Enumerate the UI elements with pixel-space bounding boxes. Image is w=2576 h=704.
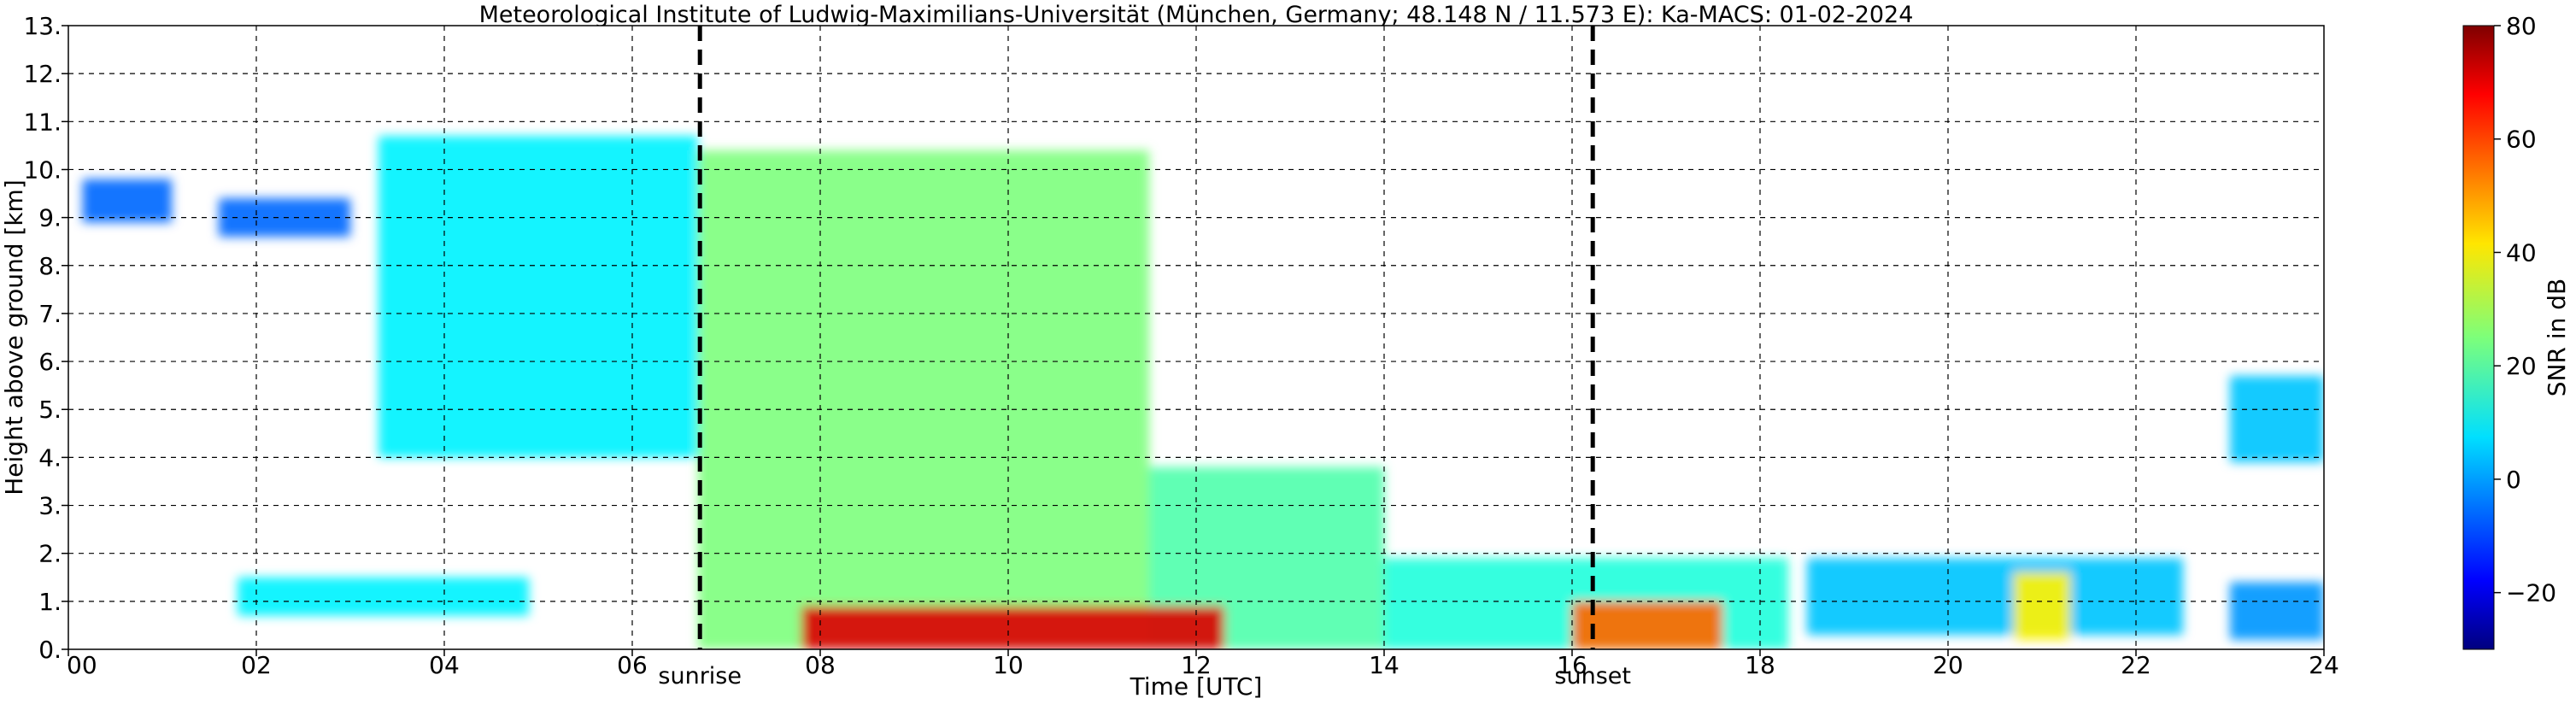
echo-region-2 <box>378 136 698 458</box>
echo-region-3 <box>698 150 1149 649</box>
colorbar-tick-label: 80 <box>2506 12 2537 40</box>
x-tick-label: 02 <box>241 651 272 679</box>
colorbar-tick-label: 0 <box>2506 466 2521 494</box>
echo-region-10 <box>238 577 529 616</box>
y-tick-label: 10. <box>23 155 62 184</box>
colorbar <box>2463 26 2494 649</box>
y-tick-label: 9. <box>38 204 62 232</box>
x-tick-label: 00 <box>67 651 97 679</box>
echo-region-12 <box>2230 582 2324 640</box>
y-tick-label: 3. <box>38 492 62 520</box>
colorbar-tick-label: 40 <box>2506 238 2537 267</box>
x-tick-label: 08 <box>805 651 836 679</box>
x-tick-label: 10 <box>993 651 1024 679</box>
echo-region-7 <box>1572 601 1722 649</box>
y-axis-label: Height above ground [km] <box>0 179 28 496</box>
y-tick-label: 8. <box>38 252 62 280</box>
y-tick-label: 0. <box>38 636 62 664</box>
x-axis-label: Time [UTC] <box>1130 672 1263 701</box>
echo-region-0 <box>82 179 172 223</box>
echo-region-11 <box>2230 375 2324 462</box>
x-tick-label: 24 <box>2309 651 2339 679</box>
echo-region-5 <box>801 606 1224 649</box>
sunrise-label: sunrise <box>658 663 742 689</box>
colorbar-tick-label: −20 <box>2506 579 2556 607</box>
x-tick-label: 12 <box>1181 651 1212 679</box>
y-tick-label: 11. <box>23 108 62 136</box>
y-tick-label: 4. <box>38 443 62 472</box>
x-tick-label: 06 <box>617 651 648 679</box>
chart-title: Meteorological Institute of Ludwig-Maxim… <box>479 2 1914 28</box>
colorbar-frame <box>2462 25 2495 650</box>
x-tick-label: 16 <box>1557 651 1587 679</box>
echo-region-9 <box>2014 572 2070 640</box>
echo-layer <box>82 136 2324 649</box>
x-axis: 00 02 04 06 08 10 12 14 16 18 20 22 24 <box>67 649 2339 679</box>
x-tick-label: 20 <box>1933 651 1963 679</box>
y-tick-label: 6. <box>38 348 62 376</box>
x-tick-label: 04 <box>429 651 460 679</box>
y-tick-label: 2. <box>38 540 62 568</box>
x-tick-label: 14 <box>1369 651 1399 679</box>
colorbar-tick-label: 60 <box>2506 126 2537 154</box>
y-tick-label: 5. <box>38 396 62 424</box>
colorbar-label: SNR in dB <box>2543 279 2571 396</box>
colorbar-ticks: 80 60 40 20 0 −20 <box>2494 12 2556 607</box>
x-tick-label: 18 <box>1745 651 1775 679</box>
colorbar-tick-label: 20 <box>2506 352 2537 380</box>
y-tick-label: 1. <box>38 588 62 616</box>
x-tick-label: 22 <box>2121 651 2151 679</box>
sunset-label: sunset <box>1554 663 1631 689</box>
y-tick-label: 7. <box>38 300 62 328</box>
y-axis: 0. 1. 2. 3. 4. 5. 6. 7. 8. 9. 10. 11. 12. 13. <box>23 12 68 664</box>
y-tick-label: 13. <box>23 12 62 40</box>
y-tick-label: 12. <box>23 60 62 88</box>
echo-region-8 <box>1807 558 2183 636</box>
grid-lines <box>68 26 2324 649</box>
event-lines: sunrise sunset <box>658 26 1631 689</box>
